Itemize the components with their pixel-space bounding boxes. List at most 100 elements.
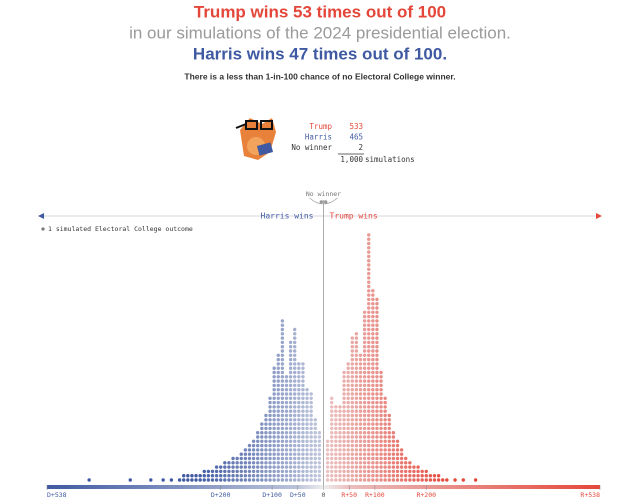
dot	[251, 456, 256, 461]
dot	[251, 461, 256, 465]
dot	[367, 357, 371, 362]
dot	[284, 465, 289, 469]
dot	[387, 456, 391, 461]
dot	[268, 400, 272, 405]
dot	[272, 392, 276, 396]
dot	[383, 431, 387, 435]
dot	[313, 439, 317, 443]
dot	[375, 452, 379, 456]
dot	[358, 413, 363, 418]
dot	[371, 478, 375, 482]
dot	[375, 456, 379, 461]
dot	[367, 263, 371, 267]
dot	[338, 469, 342, 474]
dot	[362, 332, 367, 336]
dot	[260, 461, 264, 465]
dot	[186, 474, 190, 478]
dot	[358, 405, 363, 409]
dot	[301, 388, 305, 392]
dot	[391, 456, 396, 461]
dot	[251, 439, 256, 443]
dot	[408, 474, 412, 478]
dot	[305, 461, 309, 465]
dot	[350, 388, 354, 392]
dot	[313, 461, 317, 465]
dot-column	[358, 353, 363, 482]
dot	[280, 456, 285, 461]
dot	[264, 439, 268, 443]
dot	[231, 461, 235, 465]
dot	[272, 443, 276, 448]
dot	[288, 426, 293, 431]
dot	[350, 461, 354, 465]
dot	[284, 456, 289, 461]
dot	[305, 405, 309, 409]
dot	[206, 469, 211, 474]
dot	[342, 383, 346, 388]
dot	[399, 452, 404, 456]
dot	[330, 452, 334, 456]
dot	[243, 465, 248, 469]
dot	[177, 478, 182, 482]
dot	[358, 465, 363, 469]
dot	[214, 474, 219, 478]
dot	[362, 362, 367, 366]
dot	[334, 469, 338, 474]
dot	[231, 478, 235, 482]
dot	[375, 418, 379, 422]
dot	[350, 474, 354, 478]
dot	[293, 400, 297, 405]
dot	[325, 443, 330, 448]
dot	[338, 431, 342, 435]
dot	[227, 474, 231, 478]
dot	[354, 370, 359, 375]
dot	[342, 431, 346, 435]
dot	[272, 439, 276, 443]
dot	[354, 431, 359, 435]
dot	[399, 465, 404, 469]
dot	[346, 469, 350, 474]
dot	[383, 435, 387, 439]
dot	[330, 400, 334, 405]
dot-column	[206, 469, 211, 482]
dot	[379, 396, 383, 400]
dot	[313, 469, 317, 474]
dot-column	[412, 465, 416, 482]
dot	[293, 379, 297, 383]
dot	[367, 478, 371, 482]
dot	[280, 465, 285, 469]
dot	[309, 469, 313, 474]
dot	[288, 452, 293, 456]
dot	[371, 469, 375, 474]
dot	[342, 448, 346, 452]
dot	[350, 375, 354, 379]
dot-column	[182, 474, 186, 482]
dot	[264, 461, 268, 465]
dot	[404, 469, 408, 474]
dot	[354, 357, 359, 362]
dot	[268, 409, 272, 413]
dot	[354, 366, 359, 370]
dot	[395, 469, 400, 474]
dot	[367, 405, 371, 409]
dot	[202, 474, 206, 478]
dot	[317, 461, 322, 465]
dot	[354, 353, 359, 357]
dot	[330, 478, 334, 482]
dot	[272, 383, 276, 388]
dot	[247, 452, 252, 456]
dot	[276, 413, 280, 418]
dot	[354, 469, 359, 474]
dot-column	[272, 366, 276, 482]
dot	[268, 431, 272, 435]
dot	[342, 379, 346, 383]
dot	[350, 349, 354, 353]
dot	[309, 409, 313, 413]
dot	[297, 400, 301, 405]
dot	[383, 439, 387, 443]
dot	[305, 422, 309, 426]
dot	[313, 422, 317, 426]
dot	[375, 435, 379, 439]
dot	[375, 383, 379, 388]
dot	[358, 418, 363, 422]
